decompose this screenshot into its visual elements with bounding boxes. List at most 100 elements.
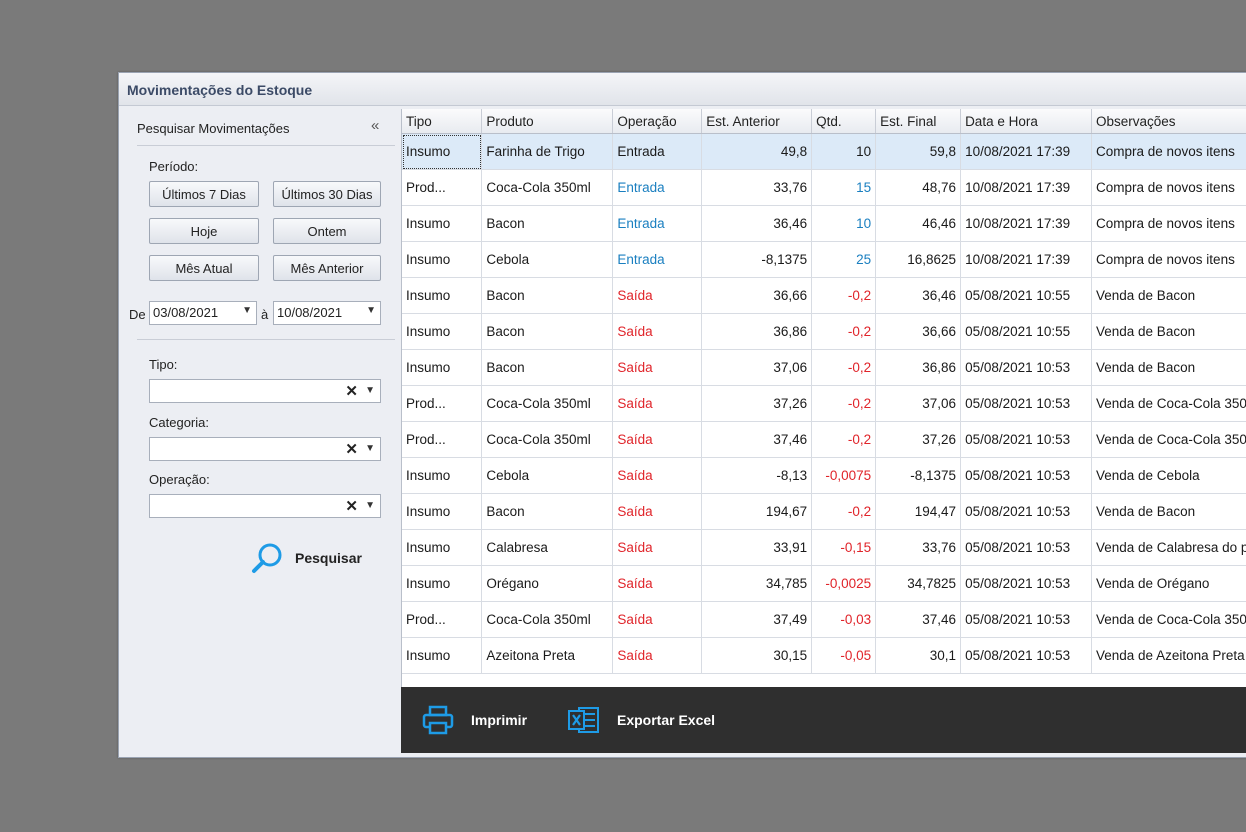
action-footer: Imprimir Exportar Excel: [401, 687, 1246, 753]
cell-observacoes: Venda de Coca-Cola 350: [1091, 421, 1246, 458]
cell-qtd: 15: [811, 169, 877, 206]
cell-data-hora: 05/08/2021 10:53: [960, 529, 1092, 566]
last-7-days-button[interactable]: Últimos 7 Dias: [149, 181, 259, 207]
today-button[interactable]: Hoje: [149, 218, 259, 244]
cell-produto: Bacon: [481, 349, 614, 386]
cell-est-final: 33,76: [875, 529, 962, 566]
column-header[interactable]: Data e Hora: [960, 109, 1092, 134]
cell-data-hora: 10/08/2021 17:39: [960, 205, 1092, 242]
tipo-select[interactable]: ✕ ▼: [149, 379, 381, 403]
clear-icon[interactable]: ✕: [345, 498, 358, 515]
search-icon: [252, 543, 282, 573]
cell-observacoes: Venda de Bacon: [1091, 277, 1246, 314]
export-excel-button[interactable]: Exportar Excel: [567, 705, 715, 735]
cell-data-hora: 05/08/2021 10:53: [960, 637, 1092, 674]
cell-tipo: Insumo: [402, 313, 483, 350]
cell-produto: Coca-Cola 350ml: [481, 169, 614, 206]
column-header[interactable]: Tipo: [402, 109, 483, 134]
table-row[interactable]: Insumo Bacon Saída 36,66 -0,2 36,46 05/08/2021…: [402, 277, 1246, 314]
cell-qtd: -0,2: [811, 349, 877, 386]
date-from-label: De: [129, 307, 146, 322]
movements-grid: Tipo Produto Operação Est. Anterior Qtd. Est.…: [401, 109, 1246, 687]
table-row[interactable]: Prod... Coca-Cola 350ml Saída 37,46 -0,2 37,2…: [402, 421, 1246, 458]
cell-produto: Farinha de Trigo: [481, 133, 614, 170]
cell-observacoes: Venda de Bacon: [1091, 313, 1246, 350]
cell-tipo: Insumo: [402, 493, 483, 530]
period-label: Período:: [149, 159, 199, 174]
cell-est-final: 46,46: [875, 205, 962, 242]
search-button-label: Pesquisar: [295, 550, 362, 566]
cell-operacao: Saída: [612, 421, 703, 458]
table-body: Insumo Farinha de Trigo Entrada 49,8 10 59,8 1…: [402, 133, 1246, 674]
table-row[interactable]: Insumo Bacon Saída 36,86 -0,2 36,66 05/08/2021…: [402, 313, 1246, 350]
table-row[interactable]: Insumo Azeitona Preta Saída 30,15 -0,05 30,1 0…: [402, 637, 1246, 674]
cell-produto: Bacon: [481, 313, 614, 350]
table-row[interactable]: Insumo Orégano Saída 34,785 -0,0025 34,7825 05…: [402, 565, 1246, 602]
clear-icon[interactable]: ✕: [345, 383, 358, 400]
search-button[interactable]: Pesquisar: [251, 541, 362, 575]
cell-observacoes: Compra de novos itens: [1091, 205, 1246, 242]
cell-data-hora: 10/08/2021 17:39: [960, 169, 1092, 206]
cell-operacao: Saída: [612, 385, 703, 422]
cell-observacoes: Compra de novos itens: [1091, 241, 1246, 278]
yesterday-button[interactable]: Ontem: [273, 218, 381, 244]
previous-month-button[interactable]: Mês Anterior: [273, 255, 381, 281]
collapse-panel-icon[interactable]: «: [371, 117, 380, 134]
date-from-input[interactable]: 03/08/2021 ▼: [149, 301, 257, 325]
column-header[interactable]: Est. Final: [875, 109, 962, 134]
table-row[interactable]: Insumo Bacon Entrada 36,46 10 46,46 10/08/2021…: [402, 205, 1246, 242]
divider: [137, 339, 395, 340]
table-row[interactable]: Insumo Farinha de Trigo Entrada 49,8 10 59,8 1…: [402, 133, 1246, 170]
categoria-select[interactable]: ✕ ▼: [149, 437, 381, 461]
cell-est-final: 59,8: [875, 133, 962, 170]
movements-table: Tipo Produto Operação Est. Anterior Qtd. Est.…: [402, 109, 1246, 674]
cell-observacoes: Venda de Calabresa do p: [1091, 529, 1246, 566]
cell-est-final: 36,66: [875, 313, 962, 350]
cell-data-hora: 05/08/2021 10:53: [960, 565, 1092, 602]
table-row[interactable]: Insumo Calabresa Saída 33,91 -0,15 33,76 05/08…: [402, 529, 1246, 566]
filter-panel-title: Pesquisar Movimentações: [137, 121, 290, 136]
chevron-down-icon[interactable]: ▼: [365, 385, 375, 396]
cell-qtd: 10: [811, 205, 877, 242]
table-row[interactable]: Insumo Bacon Saída 37,06 -0,2 36,86 05/08/2021…: [402, 349, 1246, 386]
table-row[interactable]: Prod... Coca-Cola 350ml Entrada 33,76 15 48,7…: [402, 169, 1246, 206]
cell-produto: Cebola: [481, 241, 614, 278]
table-row[interactable]: Insumo Cebola Entrada -8,1375 25 16,8625 10/08…: [402, 241, 1246, 278]
cell-est-final: 34,7825: [875, 565, 962, 602]
cell-tipo: Insumo: [402, 241, 483, 278]
cell-produto: Bacon: [481, 493, 614, 530]
column-header[interactable]: Produto: [481, 109, 614, 134]
cell-est-anterior: 33,91: [701, 529, 813, 566]
chevron-down-icon[interactable]: ▼: [365, 500, 375, 511]
cell-est-final: 37,26: [875, 421, 962, 458]
cell-operacao: Saída: [612, 313, 703, 350]
column-header[interactable]: Qtd.: [811, 109, 877, 134]
current-month-button[interactable]: Mês Atual: [149, 255, 259, 281]
chevron-down-icon[interactable]: ▼: [365, 443, 375, 454]
cell-data-hora: 10/08/2021 17:39: [960, 133, 1092, 170]
table-row[interactable]: Prod... Coca-Cola 350ml Saída 37,26 -0,2 37,0…: [402, 385, 1246, 422]
table-row[interactable]: Insumo Cebola Saída -8,13 -0,0075 -8,1375 05/0…: [402, 457, 1246, 494]
cell-data-hora: 05/08/2021 10:53: [960, 421, 1092, 458]
chevron-down-icon[interactable]: ▼: [366, 305, 376, 316]
cell-qtd: 10: [811, 133, 877, 170]
cell-data-hora: 05/08/2021 10:53: [960, 601, 1092, 638]
clear-icon[interactable]: ✕: [345, 441, 358, 458]
column-header[interactable]: Operação: [612, 109, 703, 134]
print-button[interactable]: Imprimir: [421, 705, 527, 735]
export-excel-label: Exportar Excel: [617, 712, 716, 728]
cell-est-final: 16,8625: [875, 241, 962, 278]
cell-tipo: Insumo: [402, 349, 483, 386]
chevron-down-icon[interactable]: ▼: [242, 305, 252, 316]
last-30-days-button[interactable]: Últimos 30 Dias: [273, 181, 381, 207]
table-row[interactable]: Insumo Bacon Saída 194,67 -0,2 194,47 05/08/20…: [402, 493, 1246, 530]
date-to-input[interactable]: 10/08/2021 ▼: [273, 301, 381, 325]
column-header[interactable]: Observações: [1091, 109, 1246, 134]
cell-observacoes: Venda de Coca-Cola 350: [1091, 601, 1246, 638]
table-row[interactable]: Prod... Coca-Cola 350ml Saída 37,49 -0,03 37,…: [402, 601, 1246, 638]
operacao-select[interactable]: ✕ ▼: [149, 494, 381, 518]
cell-operacao: Entrada: [612, 169, 703, 206]
date-to-label: à: [261, 307, 269, 322]
column-header[interactable]: Est. Anterior: [701, 109, 813, 134]
cell-data-hora: 10/08/2021 17:39: [960, 241, 1092, 278]
